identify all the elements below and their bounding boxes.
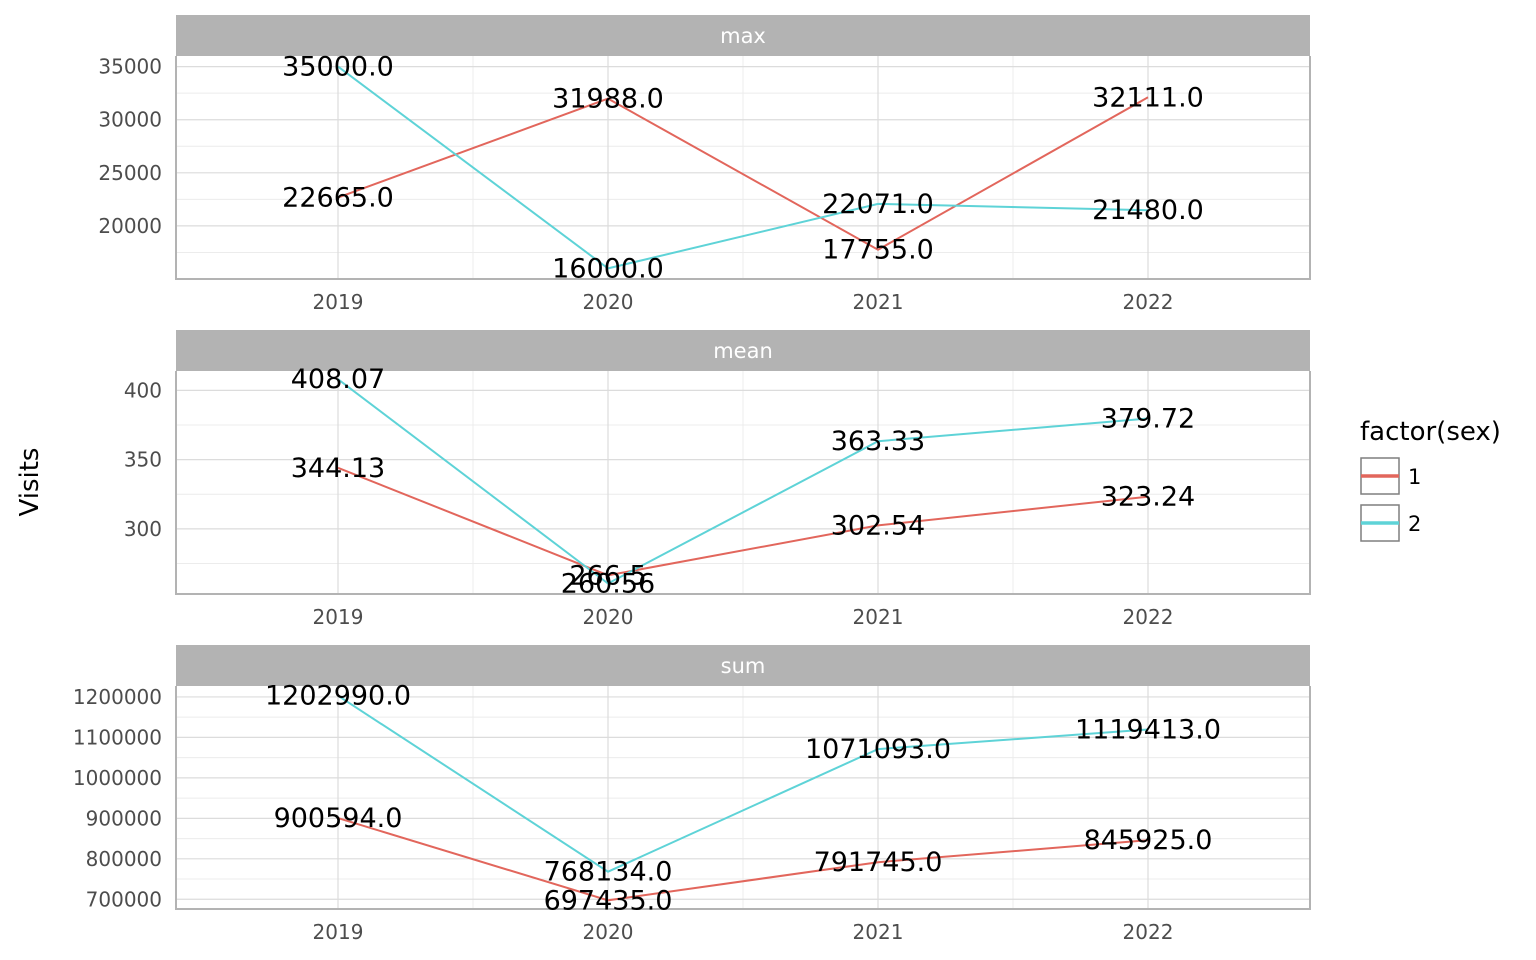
panel-sum: sum 700000 800000 900000 1000000 1100000 12000… <box>73 645 1311 944</box>
data-label: 17755.0 <box>822 235 934 266</box>
data-label: 1202990.0 <box>265 681 411 712</box>
x-tick-label: 2020 <box>583 920 634 944</box>
y-tick-label: 1000000 <box>73 766 162 790</box>
panel-max: max 20000 25000 30000 35000 2019 2020 2021 2022 2… <box>98 15 1311 314</box>
data-label: 379.72 <box>1101 403 1195 434</box>
x-tick-label: 2022 <box>1123 920 1174 944</box>
panel-border <box>175 686 1311 910</box>
data-label: 1071093.0 <box>805 734 951 765</box>
panel-border <box>175 56 1311 280</box>
x-tick-label: 2022 <box>1123 290 1174 314</box>
facet-strip <box>176 330 1310 371</box>
data-label: 791745.0 <box>814 847 943 878</box>
data-label: 323.24 <box>1101 482 1195 513</box>
series-line-2 <box>337 378 1149 585</box>
x-tick-label: 2019 <box>313 290 364 314</box>
data-label: 1119413.0 <box>1075 715 1221 746</box>
y-tick-label: 20000 <box>98 214 162 238</box>
data-label: 22665.0 <box>282 183 394 214</box>
series-line-1 <box>337 817 1149 902</box>
x-tick-label: 2021 <box>853 605 904 629</box>
legend: factor(sex) 1 2 <box>1360 417 1501 542</box>
data-label: 344.13 <box>291 453 385 484</box>
facet-strip-label: sum <box>721 654 766 678</box>
data-label: 768134.0 <box>544 857 673 888</box>
y-tick-label: 400 <box>124 378 162 402</box>
series-line-1 <box>337 96 1149 251</box>
y-tick-label: 800000 <box>86 847 162 871</box>
x-tick-label: 2020 <box>583 290 634 314</box>
y-tick-label: 25000 <box>98 161 162 185</box>
data-label: 31988.0 <box>552 84 664 115</box>
data-label: 900594.0 <box>274 803 403 834</box>
y-tick-label: 30000 <box>98 108 162 132</box>
y-tick-label: 1100000 <box>73 725 162 749</box>
data-label: 22071.0 <box>822 189 934 220</box>
series-line-2 <box>337 65 1149 270</box>
x-tick-label: 2021 <box>853 290 904 314</box>
legend-label: 1 <box>1408 465 1421 489</box>
y-tick-label: 1200000 <box>73 685 162 709</box>
y-tick-label: 900000 <box>86 806 162 830</box>
data-label: 363.33 <box>831 426 925 457</box>
data-label: 35000.0 <box>282 52 394 83</box>
data-label: 845925.0 <box>1084 825 1213 856</box>
data-label: 21480.0 <box>1092 195 1204 226</box>
data-label: 408.07 <box>291 364 385 395</box>
data-label: 16000.0 <box>552 253 664 284</box>
facet-strip <box>176 645 1310 686</box>
facet-strip-label: max <box>720 24 766 48</box>
facet-strip-label: mean <box>713 339 773 363</box>
series-line-1 <box>337 466 1149 577</box>
legend-label: 2 <box>1408 512 1421 536</box>
x-tick-label: 2019 <box>313 920 364 944</box>
data-label: 266.5 <box>569 560 646 591</box>
panel-mean: mean 300 350 400 2019 2020 2021 2022 344.13 266.5… <box>124 330 1311 629</box>
y-axis-title: Visits <box>15 448 45 517</box>
x-tick-label: 2022 <box>1123 605 1174 629</box>
x-tick-label: 2020 <box>583 605 634 629</box>
data-label: 260.56 <box>561 569 655 600</box>
x-tick-label: 2019 <box>313 605 364 629</box>
panel-border <box>175 371 1311 595</box>
facet-strip <box>176 15 1310 56</box>
x-tick-label: 2021 <box>853 920 904 944</box>
series-line-2 <box>337 694 1149 873</box>
data-label: 32111.0 <box>1092 82 1204 113</box>
data-label: 697435.0 <box>544 885 673 916</box>
data-label: 302.54 <box>831 510 925 541</box>
y-tick-label: 35000 <box>98 55 162 79</box>
y-tick-label: 300 <box>124 517 162 541</box>
legend-title: factor(sex) <box>1360 417 1501 447</box>
y-tick-label: 700000 <box>86 887 162 911</box>
y-tick-label: 350 <box>124 448 162 472</box>
